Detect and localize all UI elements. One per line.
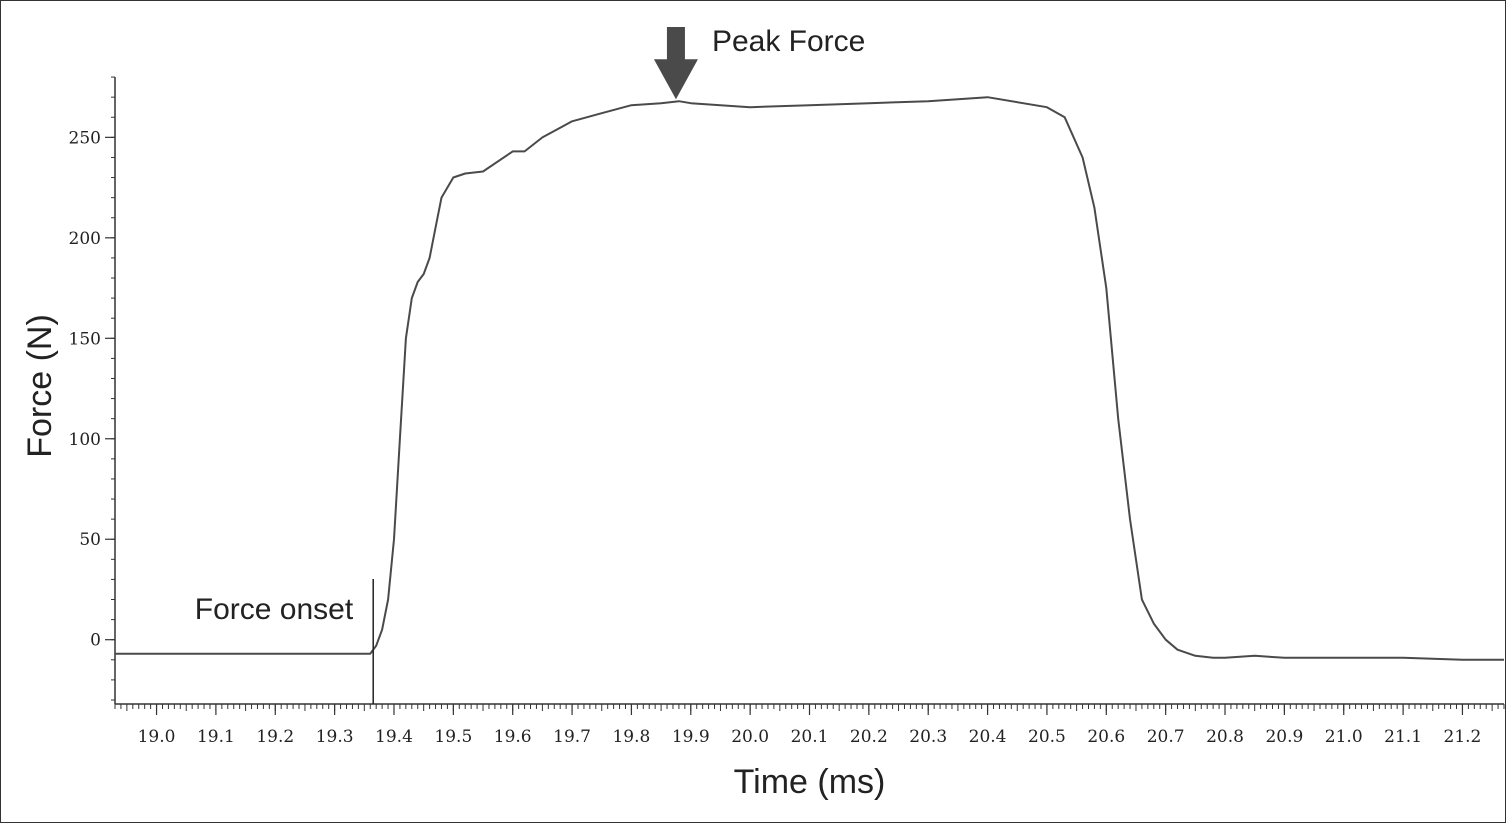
x-tick-label: 20.4 bbox=[969, 727, 1007, 747]
y-tick-label: 50 bbox=[79, 530, 101, 550]
y-tick-label: 200 bbox=[69, 229, 101, 249]
peak-force-arrow bbox=[653, 27, 698, 100]
x-tick-label: 20.0 bbox=[731, 727, 769, 747]
x-tick-label: 20.9 bbox=[1265, 727, 1303, 747]
x-tick-label: 19.6 bbox=[494, 727, 532, 747]
x-tick-label: 20.7 bbox=[1147, 727, 1185, 747]
ticks: 0 50 100 150 200 250 19.0 19.1 19.2 19.3 19.4 19.5 1… bbox=[69, 76, 1505, 747]
x-tick-label: 19.0 bbox=[138, 727, 176, 747]
x-tick-label: 19.3 bbox=[316, 727, 354, 747]
x-tick-label: 20.3 bbox=[909, 727, 947, 747]
x-tick-label: 19.2 bbox=[256, 727, 294, 747]
x-tick-label: 21.0 bbox=[1325, 727, 1363, 747]
plot-area bbox=[115, 96, 1504, 661]
x-tick-label: 19.4 bbox=[375, 727, 413, 747]
force-series-line bbox=[115, 96, 1504, 661]
x-tick-label: 19.1 bbox=[197, 727, 235, 747]
force-onset-label: Force onset bbox=[195, 593, 354, 626]
x-tick-label: 21.2 bbox=[1444, 727, 1482, 747]
x-tick-label: 20.6 bbox=[1087, 727, 1125, 747]
y-axis-title: Force (N) bbox=[21, 314, 59, 458]
x-tick-label: 20.2 bbox=[850, 727, 888, 747]
y-tick-label: 0 bbox=[90, 631, 101, 651]
y-tick-label: 150 bbox=[69, 329, 101, 349]
annotations: Peak Force Force onset bbox=[195, 25, 865, 704]
x-tick-label: 19.9 bbox=[672, 727, 710, 747]
x-tick-label: 19.7 bbox=[553, 727, 591, 747]
x-tick-label: 20.5 bbox=[1028, 727, 1066, 747]
x-tick-label: 21.1 bbox=[1384, 727, 1422, 747]
x-tick-label: 19.5 bbox=[434, 727, 472, 747]
y-tick-label: 250 bbox=[69, 128, 101, 148]
peak-force-label: Peak Force bbox=[712, 25, 865, 58]
y-tick-label: 100 bbox=[69, 430, 101, 450]
x-tick-label: 19.8 bbox=[612, 727, 650, 747]
x-tick-label: 20.8 bbox=[1206, 727, 1244, 747]
x-axis-title: Time (ms) bbox=[734, 763, 886, 801]
x-tick-label: 20.1 bbox=[791, 727, 829, 747]
